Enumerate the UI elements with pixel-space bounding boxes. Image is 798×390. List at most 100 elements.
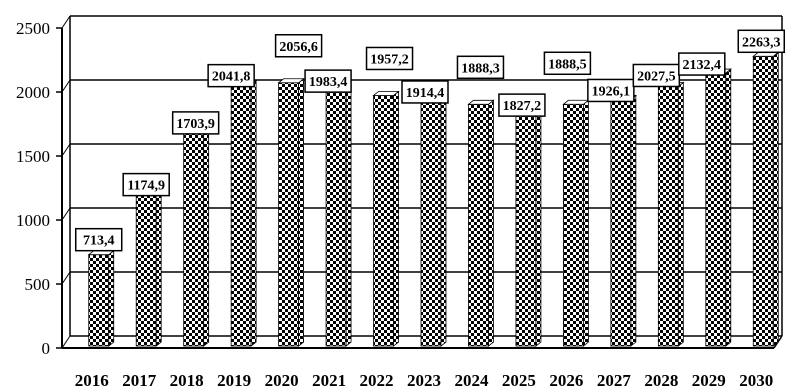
y-tick-label: 0 [42,339,51,358]
data-label-value: 1888,3 [461,61,500,76]
data-label: 713,4 [74,227,123,252]
bar-side-face [677,81,684,347]
bar-side-face [298,77,305,347]
bar-side-face [250,79,257,347]
data-label-box [498,93,546,117]
bar [752,51,780,347]
data-label-box [304,69,352,93]
bar-top-face [277,78,305,84]
gridline-depth [61,15,71,29]
bar [467,99,495,347]
bar-side-face [725,68,732,347]
data-label: 1926,1 [587,78,635,103]
data-label-value: 2041,8 [212,70,251,85]
bar-top-face [372,91,400,96]
bar-front-face [752,55,774,347]
bar-front-face [278,82,300,347]
y-tick-label: 500 [25,275,51,294]
gridline-depth [61,207,71,221]
data-label-box [401,80,449,104]
data-label: 2027,5 [632,63,681,88]
data-label: 1983,4 [304,69,352,93]
bar [87,249,115,347]
gridline-depth [61,271,71,285]
x-tick-label: 2017 [122,371,157,390]
data-label-box [207,63,255,88]
data-label: 2041,8 [207,63,255,88]
x-tick-label: 2024 [454,371,489,390]
data-label-box [122,172,170,197]
gridline-depth [61,335,71,349]
data-label: 1827,2 [498,93,546,117]
y-tick-label: 1500 [16,147,50,166]
bar-side-face [345,87,352,347]
data-label-value: 1914,4 [406,86,445,101]
x-tick-label: 2026 [549,371,583,390]
bar [324,87,353,347]
bar-front-face [420,100,442,347]
data-label-value: 1957,2 [370,52,409,67]
bar-side-face [108,249,115,347]
data-label: 2263,3 [737,29,786,54]
bar-side-face [583,99,589,347]
bar-side-face [203,123,210,347]
data-label-box [678,52,726,76]
data-label: 2056,6 [274,34,323,58]
bar-side-face [535,107,542,347]
x-axis-labels: 2016 2017 2018 2019 2020 2021 2022 2023 2024 2025… [75,371,774,390]
bar-side-face [155,190,162,347]
bar-front-face [373,95,394,347]
bar [182,123,210,347]
x-tick-label: 2019 [217,371,251,390]
bar-side-face [393,90,399,347]
axes [61,16,783,349]
data-label-box [274,34,323,58]
bar-top-face [467,99,495,105]
gridline-depth [61,143,71,157]
data-label-box [456,55,505,80]
bar-front-face [88,254,110,347]
data-label-value: 1827,2 [503,99,542,114]
data-label-value: 2056,6 [279,40,318,55]
data-label: 1888,5 [543,51,592,76]
bar [372,90,400,347]
bar-front-face [135,195,157,347]
bar [419,96,448,347]
data-label: 1957,2 [365,46,414,71]
bar-front-face [515,111,537,347]
bar-side-face [772,51,779,347]
data-label-value: 2027,5 [637,69,676,84]
x-tick-label: 2020 [265,371,299,390]
bar [229,79,258,347]
bar-top-face [562,99,590,105]
data-label-box [543,51,592,76]
x-tick-label: 2029 [692,371,726,390]
data-label-box [737,29,786,54]
x-tick-label: 2021 [312,371,346,390]
x-tick-label: 2025 [502,371,536,390]
bar [514,107,543,347]
bars [87,51,780,347]
x-tick-label: 2018 [170,371,204,390]
bar-front-face [657,86,679,347]
data-label-box [171,111,220,135]
bar-front-face [468,103,489,347]
data-label: 1914,4 [401,80,449,104]
data-label-value: 1888,5 [548,57,587,72]
data-label-box [365,46,414,71]
gridline-depth [61,79,71,93]
data-labels: 713,4 1174,9 1703,9 2041,8 2056,6 1983,4 1957,… [74,29,786,252]
bar [277,77,305,347]
bar-front-face [183,127,205,347]
bar [704,68,732,347]
y-tick-label: 2000 [16,83,50,102]
data-label: 1888,3 [456,55,505,80]
x-tick-label: 2027 [597,371,632,390]
data-label-value: 2263,3 [742,35,781,50]
bar [657,81,685,347]
bar-front-face [325,91,347,347]
data-label-value: 1703,9 [176,117,215,132]
bar [562,99,590,347]
bar-front-face [705,72,727,347]
